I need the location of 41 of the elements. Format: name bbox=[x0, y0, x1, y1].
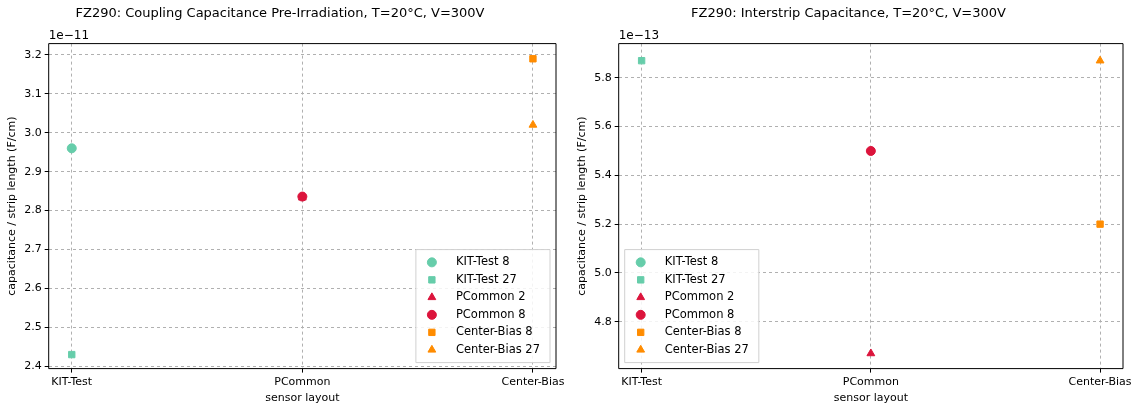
y-axis-title: capacitance / strip length (F/cm) bbox=[5, 116, 19, 296]
y-axis-title: capacitance / strip length (F/cm) bbox=[575, 116, 589, 296]
y-tick-label: 5.4 bbox=[594, 168, 612, 182]
x-tick-label: PCommon bbox=[274, 375, 331, 389]
y-tick-label: 2.4 bbox=[24, 359, 42, 373]
y-tick-label: 3.2 bbox=[24, 47, 42, 61]
legend-label: PCommon 8 bbox=[664, 306, 735, 321]
y-tick-label: 3.1 bbox=[24, 86, 42, 100]
x-tick-label: Center-Bias bbox=[1068, 375, 1132, 389]
y-tick-label: 2.8 bbox=[24, 203, 42, 217]
y-tick-label: 2.6 bbox=[24, 281, 42, 295]
legend-label: KIT-Test 8 bbox=[664, 254, 719, 269]
x-tick-label: KIT-Test bbox=[621, 375, 663, 389]
y-tick-label: 2.7 bbox=[24, 242, 42, 256]
text: 1e−11 bbox=[48, 27, 90, 42]
legend-label: KIT-Test 27 bbox=[664, 271, 726, 286]
legend-label: PCommon 2 bbox=[455, 289, 526, 304]
legend-label: Center-Bias 27 bbox=[664, 341, 749, 356]
chart-title: FZ290: Coupling Capacitance Pre-Irradiation, T=20°C, V=300V bbox=[75, 5, 485, 21]
y-tick-label: 3.0 bbox=[24, 125, 42, 139]
x-axis-title: sensor layout bbox=[265, 391, 341, 405]
x-tick-label: KIT-Test bbox=[51, 375, 93, 389]
legend-label: KIT-Test 8 bbox=[455, 254, 510, 269]
legend-label: PCommon 2 bbox=[664, 289, 735, 304]
chart-title: FZ290: Interstrip Capacitance, T=20°C, V=300V bbox=[691, 5, 1007, 21]
y-tick-label: 5.6 bbox=[594, 119, 612, 133]
y-tick-label: 5.8 bbox=[594, 70, 612, 84]
x-tick-label: PCommon bbox=[842, 375, 899, 389]
legend-label: KIT-Test 27 bbox=[455, 271, 517, 286]
y-tick-label: 4.8 bbox=[594, 314, 612, 328]
x-axis-title: sensor layout bbox=[833, 391, 909, 405]
legend-label: Center-Bias 8 bbox=[664, 324, 742, 339]
text: 1e−13 bbox=[618, 27, 660, 42]
legend-label: Center-Bias 27 bbox=[455, 341, 540, 356]
legend-label: PCommon 8 bbox=[455, 306, 526, 321]
y-tick-label: 5.2 bbox=[594, 217, 612, 231]
y-tick-label: 5.0 bbox=[594, 265, 612, 279]
y-tick-label: 2.9 bbox=[24, 164, 42, 178]
y-tick-label: 2.5 bbox=[24, 320, 42, 334]
legend-label: Center-Bias 8 bbox=[455, 324, 533, 339]
x-tick-label: Center-Bias bbox=[501, 375, 565, 389]
